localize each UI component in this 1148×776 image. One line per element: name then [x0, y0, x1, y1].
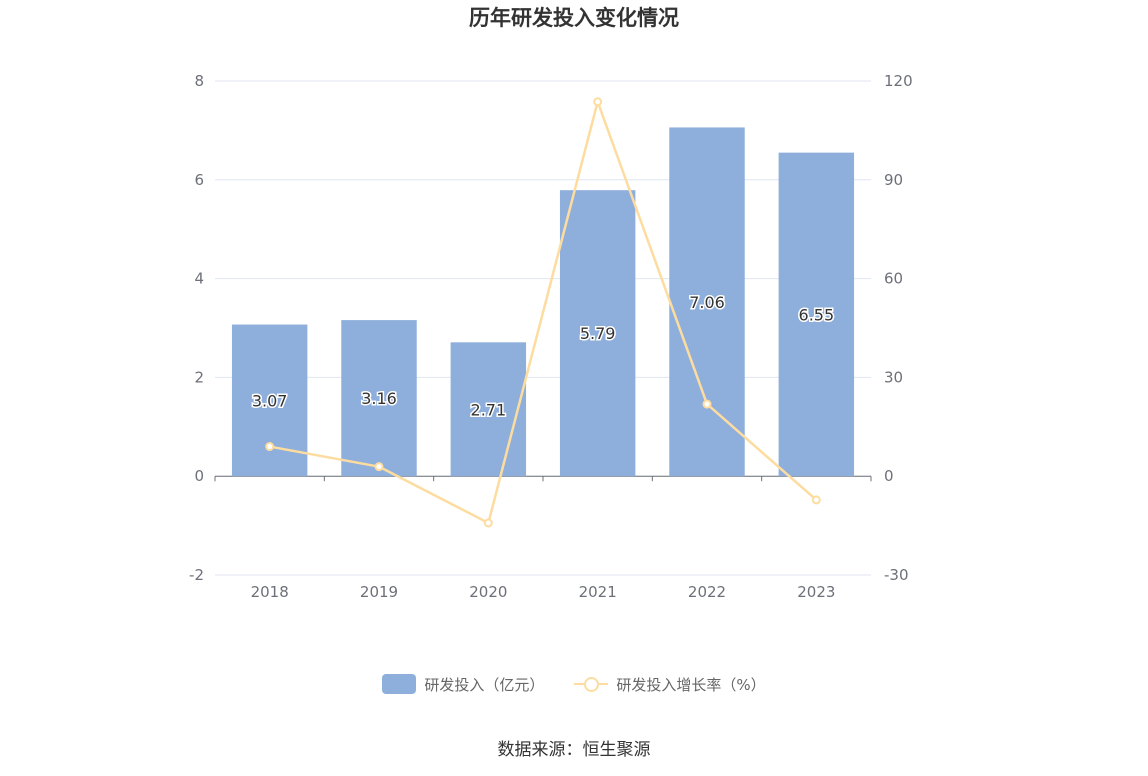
- bar-value-label: 5.79: [580, 324, 616, 343]
- x-tick-label: 2022: [688, 583, 726, 601]
- growth-point: [374, 462, 384, 472]
- bar: [778, 152, 855, 477]
- growth-line: [269, 97, 818, 525]
- legend-item-line[interactable]: 研发投入增长率（%）: [574, 674, 766, 695]
- y-right-tick-label: 120: [884, 72, 913, 90]
- bar-value-label: 2.71: [471, 400, 507, 419]
- legend-line-swatch: [574, 674, 609, 694]
- bar: [669, 127, 745, 477]
- x-tick-label: 2023: [797, 583, 835, 601]
- bar-value-label: 3.16: [361, 389, 397, 408]
- x-tick-label: 2020: [469, 583, 507, 601]
- y-right-tick-label: -30: [884, 566, 909, 584]
- y-right-tick-label: 30: [884, 368, 903, 386]
- axes: 8 120 6 90 4 60 2 30 0 0 -2 -30 2018 2019 2020 2021 2022…: [189, 72, 913, 601]
- y-right-tick-label: 90: [884, 171, 903, 189]
- x-tick-label: 2019: [360, 583, 398, 601]
- y-left-tick-label: 0: [194, 467, 204, 485]
- bar: [341, 320, 417, 477]
- growth-point: [593, 97, 603, 107]
- y-right-tick-label: 60: [884, 270, 903, 288]
- x-tick-label: 2021: [579, 583, 617, 601]
- legend-line-label: 研发投入增长率（%）: [616, 675, 766, 694]
- bar: [450, 342, 527, 477]
- bar: [559, 190, 636, 477]
- source-note: 数据来源：恒生聚源: [497, 740, 651, 760]
- growth-point: [483, 518, 493, 528]
- bar-value-label: 3.07: [252, 391, 288, 410]
- chart-canvas: 8 120 6 90 4 60 2 30 0 0 -2 -30 2018 2019 2020 2021 2022…: [189, 72, 913, 601]
- grid-lines: [215, 80, 871, 576]
- y-left-tick-label: 6: [194, 171, 204, 189]
- growth-point: [702, 399, 712, 409]
- legend-bar-swatch: [382, 674, 417, 694]
- legend-item-bar[interactable]: 研发投入（亿元）: [382, 674, 544, 695]
- y-left-tick-label: 2: [194, 368, 204, 386]
- y-left-tick-label: 4: [194, 270, 204, 288]
- legend-bar-label: 研发投入（亿元）: [424, 675, 545, 694]
- data-labels: 3.07 3.16 2.71 5.79 7.06 6.55: [250, 291, 835, 420]
- bar-value-label: 6.55: [799, 305, 835, 324]
- y-left-tick-label: 8: [194, 72, 204, 90]
- bar-value-label: 7.06: [689, 293, 725, 312]
- growth-point: [265, 442, 275, 452]
- line-series: [265, 97, 821, 528]
- y-left-tick-label: -2: [189, 566, 204, 584]
- x-tick-label: 2018: [251, 583, 289, 601]
- growth-point: [811, 495, 821, 505]
- y-right-tick-label: 0: [884, 467, 894, 485]
- chart-title: 历年研发投入变化情况: [469, 6, 679, 30]
- legend: 研发投入（亿元） 研发投入增长率（%）: [0, 672, 1148, 696]
